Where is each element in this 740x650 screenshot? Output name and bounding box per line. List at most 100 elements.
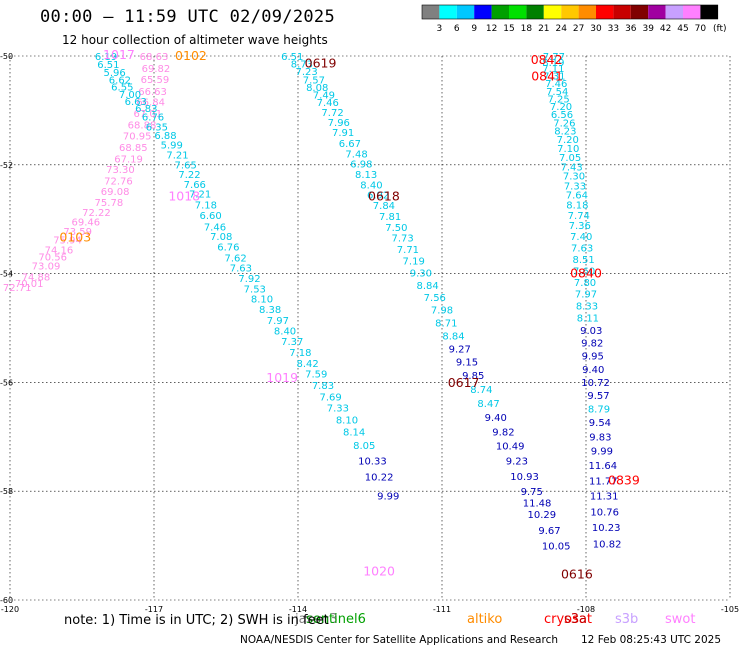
wave-height-value: 73.30 <box>106 165 135 176</box>
wave-height-value: 7.64 <box>566 191 588 202</box>
wave-height-value: 7.96 <box>328 118 350 129</box>
wave-height-value: 7.73 <box>392 234 414 245</box>
wave-height-value: 6.51 <box>97 60 119 71</box>
wave-height-value: 7.18 <box>289 348 311 359</box>
wave-height-value: 8.05 <box>353 441 375 452</box>
wave-height-value: 66.84 <box>136 98 165 109</box>
wave-height-value: 7.33 <box>327 403 349 414</box>
y-tick-label: -58 <box>0 487 13 496</box>
scale-swatch <box>509 5 527 19</box>
wave-height-value: 7.98 <box>431 306 453 317</box>
wave-height-value: 9.27 <box>449 345 471 356</box>
track-track-east-blue: 9.03 9.82 9.95 9.40 10.72 9.57 <box>580 326 610 402</box>
wave-height-value: 7.53 <box>244 284 266 295</box>
y-tick-label: -54 <box>0 270 13 279</box>
wave-height-value: 9.40 <box>582 365 604 376</box>
wave-height-value: 7.71 <box>397 245 419 256</box>
x-tick-label: -114 <box>289 605 307 614</box>
wave-height-value: 67.19 <box>114 154 143 165</box>
wave-height-value: 8.10 <box>251 295 273 306</box>
credit-line: NOAA/NESDIS Center for Satellite Applica… <box>240 634 558 646</box>
scale-label: 33 <box>608 24 619 34</box>
satellite-legend-item: s3a <box>564 612 587 627</box>
wave-height-value: 9.83 <box>589 432 611 443</box>
scale-label: 15 <box>503 24 514 34</box>
wave-height-value: 7.05 <box>559 153 581 164</box>
wave-height-value: 70.56 <box>38 253 67 264</box>
wave-height-value: 7.49 <box>313 91 335 102</box>
wave-height-value: 10.49 <box>496 442 525 453</box>
wave-height-value: 68.63 <box>140 52 169 63</box>
wave-height-value: 73.59 <box>63 227 92 238</box>
wave-height-value: 8.14 <box>343 427 365 438</box>
wave-height-color-scale: 3 6 9 12 15 18 21 24 27 30 33 36 39 42 45 70 (ft) <box>421 4 727 34</box>
wave-height-value: 7.62 <box>224 253 246 264</box>
wave-height-value: 7.26 <box>553 118 575 129</box>
wave-height-value: 6.76 <box>142 112 164 123</box>
wave-height-value: 10.93 <box>510 472 539 483</box>
pass-label: 0618 <box>368 188 400 203</box>
wave-height-value: 6.51 <box>281 52 303 63</box>
scale-swatch <box>543 5 562 19</box>
wave-height-value: 72.22 <box>82 208 111 219</box>
wave-height-value: 7.23 <box>296 67 318 78</box>
y-tick-label: -60 <box>0 596 13 605</box>
pass-label: 0102 <box>175 48 207 63</box>
wave-height-value: 6.88 <box>154 131 176 142</box>
wave-height-value: 7.08 <box>210 232 232 243</box>
scale-label: 30 <box>590 24 602 34</box>
wave-height-value: 66.63 <box>138 87 167 98</box>
wave-height-value: 8.13 <box>355 170 377 181</box>
wave-height-value: 8.74 <box>470 385 492 396</box>
satellite-legend-item: sentinel6 <box>306 612 366 627</box>
wave-height-value: 9.23 <box>506 457 528 468</box>
wave-height-value: 7.65 <box>175 160 197 171</box>
scale-swatch <box>665 5 683 19</box>
wave-height-value: 8.18 <box>566 201 588 212</box>
wave-height-value: 10.23 <box>592 523 621 534</box>
wave-height-value: 6.60 <box>200 211 222 222</box>
wave-height-value: 7.20 <box>550 102 572 113</box>
wave-height-value: 7.00 <box>119 90 141 101</box>
pass-label: 1018 <box>168 188 200 203</box>
wave-height-value: 7.33 <box>564 181 586 192</box>
wave-height-value: 68.88 <box>128 121 157 132</box>
wave-height-value: 6.62 <box>109 75 131 86</box>
pass-label: 0841 <box>531 69 563 84</box>
wave-height-value: 7.97 <box>267 316 289 327</box>
wave-height-value: 8.84 <box>416 281 438 292</box>
wave-height-value: 8.10 <box>336 415 358 426</box>
wave-height-value: 9.85 <box>462 371 484 382</box>
scale-swatch <box>613 5 631 19</box>
scale-label: 6 <box>454 24 460 34</box>
wave-height-value: 7.46 <box>317 98 339 109</box>
wave-height-value: 5.99 <box>161 141 183 152</box>
wave-height-value: 8.19 <box>542 58 564 69</box>
wave-height-value: 9.40 <box>485 413 507 424</box>
pass-label: 0616 <box>561 566 593 581</box>
track-track-middle: 6.518.737.237.578.087.497.467.727.967.91… <box>281 52 465 343</box>
track-track-middle-blue: 9.27 9.15 9.85 <box>449 345 485 382</box>
wave-height-value: 6.56 <box>551 110 573 121</box>
wave-height-value: 8.40 <box>274 327 296 338</box>
wave-height-value: 74.88 <box>22 272 51 283</box>
wave-height-value: 8.47 <box>477 399 499 410</box>
wave-height-value: 7.43 <box>560 162 582 173</box>
wave-height-value: 9.30 <box>410 269 432 280</box>
scale-swatch <box>561 5 579 19</box>
wave-height-value: 6.55 <box>111 82 133 93</box>
scale-label: 24 <box>555 24 567 34</box>
wave-height-value: 9.95 <box>582 352 604 363</box>
wave-height-value: 10.72 <box>581 378 610 389</box>
wave-height-value: 8.42 <box>296 359 318 370</box>
satellite-legend-item: cryosat <box>544 612 592 627</box>
wave-height-value: 7.22 <box>178 170 200 181</box>
scale-label: 39 <box>642 24 654 34</box>
wave-height-value: 7.84 <box>373 201 395 212</box>
scale-unit: (ft) <box>713 24 727 34</box>
wave-height-value: 7.97 <box>575 290 597 301</box>
wave-height-value: 10.22 <box>365 473 394 484</box>
wave-height-value: 6.76 <box>217 242 239 253</box>
satellite-legend-item: jason3 <box>294 612 338 627</box>
wave-height-value: 7.66 <box>184 180 206 191</box>
